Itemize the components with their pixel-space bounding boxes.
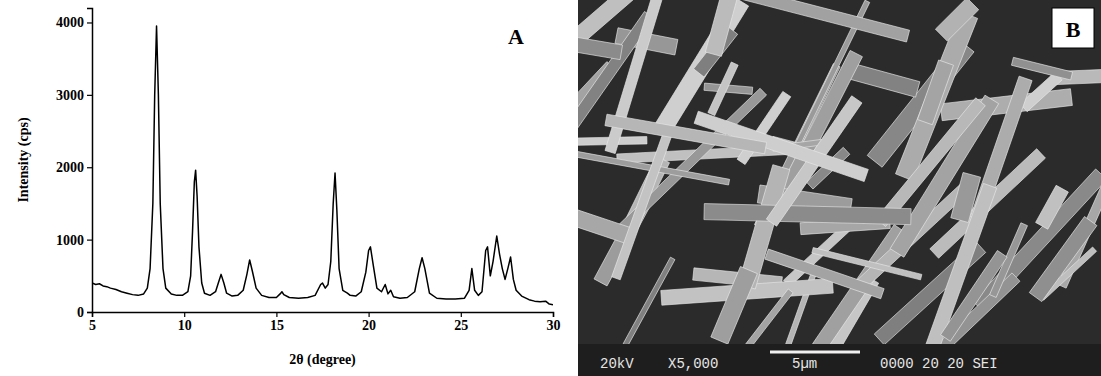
crystal-rod bbox=[1029, 217, 1097, 302]
tick-mark bbox=[184, 312, 185, 317]
plot-marks bbox=[92, 26, 553, 305]
crystal-rod bbox=[711, 266, 758, 344]
sem-image bbox=[578, 0, 1101, 376]
tick-label: 5 bbox=[89, 318, 96, 333]
tick-mark bbox=[461, 312, 462, 317]
tick-label: 25 bbox=[454, 318, 468, 333]
tick: 3000 bbox=[56, 88, 92, 103]
scale-bar bbox=[770, 351, 860, 354]
tick-label: 20 bbox=[362, 318, 376, 333]
sem-info-text: 20kV bbox=[600, 356, 634, 372]
crystal-rod bbox=[704, 204, 911, 225]
info-bar bbox=[578, 344, 1101, 376]
axis-line bbox=[87, 9, 93, 313]
crystal-rod bbox=[951, 172, 981, 222]
tick-mark bbox=[369, 312, 370, 317]
tick-label: 10 bbox=[178, 318, 192, 333]
axis-line bbox=[93, 313, 554, 318]
tick-label: 1000 bbox=[56, 233, 84, 248]
crystal-rod bbox=[578, 33, 623, 60]
crystal-rod bbox=[612, 125, 675, 280]
tick: 30 bbox=[547, 312, 561, 333]
tick-label: 30 bbox=[547, 318, 561, 333]
tick-mark bbox=[87, 167, 92, 168]
tick: 25 bbox=[454, 312, 468, 333]
tick-label: 3000 bbox=[56, 88, 84, 103]
crystal-rod bbox=[710, 0, 910, 42]
tick: 20 bbox=[362, 312, 376, 333]
tick: 2000 bbox=[56, 160, 92, 175]
x-axis-title: 2θ (degree) bbox=[289, 352, 356, 368]
crystal-rod bbox=[708, 62, 738, 116]
crystal-rod bbox=[935, 0, 978, 41]
tick-label: 2000 bbox=[56, 160, 84, 175]
crystal-rod bbox=[605, 114, 767, 154]
sem-info-text: X5,000 bbox=[668, 356, 718, 372]
tick: 10 bbox=[178, 312, 192, 333]
tick-label: 15 bbox=[270, 318, 284, 333]
panel-label: B bbox=[1066, 17, 1081, 42]
tick-mark bbox=[87, 240, 92, 241]
panel-label-box bbox=[1052, 8, 1094, 48]
tick: 4000 bbox=[56, 15, 92, 30]
tick: 1000 bbox=[56, 233, 92, 248]
crystal-rod bbox=[1036, 185, 1069, 229]
sem-background bbox=[578, 0, 1101, 376]
tick: 5 bbox=[89, 312, 96, 333]
figure: 5 10 15 20 25 30 0 1000 2000 3000 4000 2θ (degree) I… bbox=[0, 0, 1101, 376]
crystal-rod bbox=[890, 95, 999, 257]
tick-mark bbox=[553, 312, 554, 317]
tick: 15 bbox=[270, 312, 284, 333]
tick-mark bbox=[87, 22, 92, 23]
tick-mark bbox=[87, 312, 92, 313]
crystal-rod bbox=[765, 249, 884, 299]
tick-label: 0 bbox=[77, 305, 84, 320]
x-axis: 5 10 15 20 25 30 bbox=[89, 312, 561, 333]
crystal-rod bbox=[705, 0, 738, 56]
tick: 0 bbox=[77, 305, 92, 320]
tick-label: 4000 bbox=[56, 15, 84, 30]
crystal-rod bbox=[941, 251, 1008, 342]
tick-mark bbox=[276, 312, 277, 317]
crystal-rod bbox=[694, 111, 868, 181]
y-axis-title: Intensity (cps) bbox=[16, 117, 32, 203]
xrd-line bbox=[92, 26, 553, 305]
sem-info-text: 0000 20 20 SEI bbox=[880, 356, 998, 372]
sem-info-text: 5µm bbox=[792, 356, 817, 372]
panel-label: A bbox=[508, 24, 524, 49]
y-axis: 0 1000 2000 3000 4000 bbox=[56, 9, 93, 320]
crystal-rod bbox=[876, 98, 985, 227]
crystal-rod bbox=[917, 60, 953, 125]
tick-mark bbox=[87, 95, 92, 96]
